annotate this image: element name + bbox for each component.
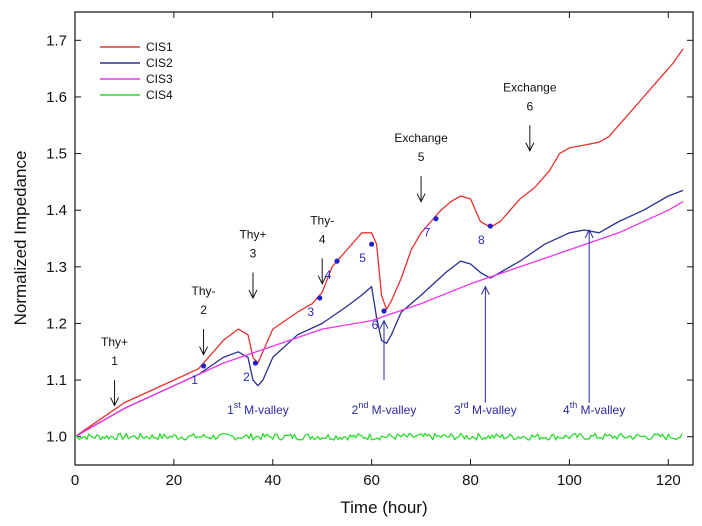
x-tick-label: 80 xyxy=(462,472,479,489)
event-arrow-head xyxy=(416,193,426,203)
valley-arrow-head xyxy=(379,319,389,329)
valley-arrow-head xyxy=(480,285,490,295)
event-annotation-text: 5 xyxy=(418,150,425,164)
event-arrow-head xyxy=(525,142,535,152)
event-point xyxy=(487,223,493,229)
event-annotation-text: Exchange xyxy=(394,131,448,145)
series-line-cis1 xyxy=(74,48,684,438)
x-tick-label: 20 xyxy=(166,472,183,489)
event-point-label: 8 xyxy=(478,233,485,247)
event-arrow-head xyxy=(199,346,208,356)
event-point xyxy=(433,216,439,222)
valley-arrow-head xyxy=(584,228,594,239)
event-annotation-text: 1 xyxy=(111,354,118,368)
event-annotation-text: Thy- xyxy=(310,213,334,227)
valley-label: 2nd M-valley xyxy=(352,400,417,417)
valley-label: 4th M-valley xyxy=(563,400,625,417)
event-point-label: 1 xyxy=(191,373,198,387)
event-arrow-head xyxy=(110,397,119,407)
series-lines xyxy=(74,48,684,441)
event-point-label: 3 xyxy=(307,305,314,319)
event-point xyxy=(317,295,323,301)
event-point-label: 4 xyxy=(325,268,332,282)
series-line-cis4 xyxy=(74,432,683,441)
x-tick-label: 40 xyxy=(264,472,281,489)
y-tick-label: 1.5 xyxy=(46,146,67,163)
x-tick-label: 120 xyxy=(656,472,681,489)
event-annotation-text: 4 xyxy=(319,232,326,246)
series-line-cis2 xyxy=(74,189,684,438)
legend-label: CIS2 xyxy=(146,56,173,70)
y-tick-label: 1.0 xyxy=(46,429,67,446)
y-tick-label: 1.6 xyxy=(46,89,67,106)
event-arrow-head xyxy=(248,289,258,300)
event-annotation-text: Thy- xyxy=(192,284,216,298)
legend-label: CIS1 xyxy=(146,40,173,54)
event-arrow-head xyxy=(317,275,327,285)
y-tick-labels: 1.0 1.1 1.2 1.3 1.4 1.5 1.6 1.7 xyxy=(46,32,67,445)
event-point xyxy=(369,241,375,247)
event-point xyxy=(334,258,340,264)
event-points: 1 2 3 4 5 6 7 8 xyxy=(191,216,493,387)
x-tick-label: 100 xyxy=(557,472,582,489)
event-point-label: 5 xyxy=(359,251,366,265)
x-tick-labels: 0 20 40 60 80 100 120 xyxy=(71,472,681,489)
event-point-label: 2 xyxy=(243,370,250,384)
y-tick-label: 1.7 xyxy=(46,32,67,49)
y-tick-label: 1.4 xyxy=(46,202,67,219)
legend-label: CIS3 xyxy=(146,72,173,86)
event-point xyxy=(381,308,387,314)
valley-annotations: 1st M-valley 2nd M-valley 3rd M-valley 4th … xyxy=(227,228,625,417)
x-tick-label: 0 xyxy=(71,472,79,489)
axis-ticks xyxy=(74,12,693,465)
plot-frame xyxy=(74,11,694,466)
legend-label: CIS4 xyxy=(146,88,173,102)
y-tick-label: 1.2 xyxy=(46,315,67,332)
event-annotation-text: Thy+ xyxy=(101,335,128,349)
y-axis-title: Normalized Impedance xyxy=(11,151,30,326)
event-annotation-text: 2 xyxy=(200,303,207,317)
event-point-label: 7 xyxy=(424,226,431,240)
event-point xyxy=(252,360,259,366)
y-tick-label: 1.3 xyxy=(46,259,67,276)
event-point xyxy=(200,363,207,369)
valley-label: 3rd M-valley xyxy=(454,400,517,417)
event-annotations: Thy+ 1 Thy- 2 Thy+ 3 Thy- 4 Exchange 5 Exchange 6 xyxy=(101,80,557,407)
legend: CIS1 CIS2 CIS3 CIS4 xyxy=(100,40,173,102)
x-tick-label: 60 xyxy=(363,472,380,489)
series-line-cis3 xyxy=(74,201,684,438)
valley-label: 1st M-valley xyxy=(227,400,289,417)
event-annotation-text: 6 xyxy=(527,99,534,113)
y-tick-label: 1.1 xyxy=(46,372,67,389)
event-annotation-text: Exchange xyxy=(503,80,557,94)
x-axis-title: Time (hour) xyxy=(340,498,427,517)
event-point-label: 6 xyxy=(372,318,379,332)
event-annotation-text: 3 xyxy=(250,246,257,260)
event-annotation-text: Thy+ xyxy=(239,227,266,241)
